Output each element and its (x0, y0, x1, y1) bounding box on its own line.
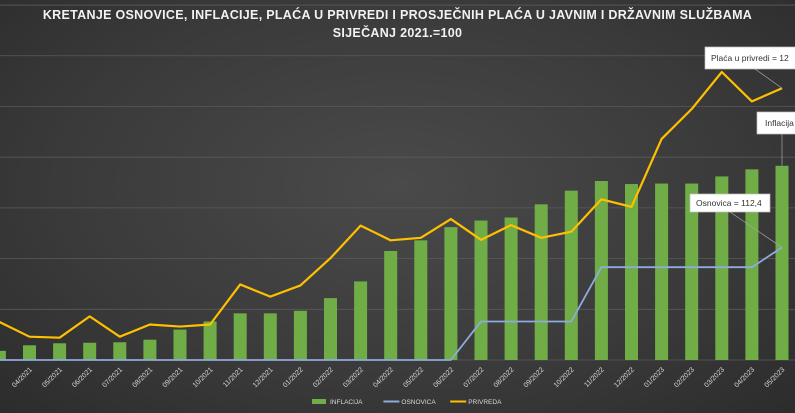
x-tick-label: 01/2022 (282, 366, 305, 389)
bar (324, 298, 337, 360)
bar (53, 343, 67, 360)
callout-label: Osnovica = 112,4 (696, 198, 762, 208)
callout-box (689, 193, 771, 213)
bar (564, 190, 578, 360)
bar (775, 165, 789, 360)
x-tick-label: 10/2021 (192, 366, 215, 389)
bar (23, 345, 36, 360)
x-tick-label: 10/2022 (553, 366, 576, 389)
bar (414, 240, 428, 360)
x-tick-label: 01/2023 (643, 366, 666, 389)
legend-label: PRIVREDA (468, 399, 502, 406)
callout-box (704, 46, 795, 70)
x-tick-label: 06/2021 (71, 366, 94, 389)
bar (83, 342, 97, 360)
bar (0, 350, 6, 360)
x-tick-label: 05/2022 (402, 366, 425, 389)
bar (594, 181, 608, 360)
bar (263, 313, 277, 360)
chart-title-line2: SIJEČANJ 2021.=100 (332, 26, 463, 40)
x-tick-label: 03/2022 (342, 366, 365, 389)
line-osnovica (0, 246, 783, 361)
legend: INFLACIJA OSNOVICA PRIVREDA (312, 399, 502, 406)
legend-swatch (312, 399, 326, 404)
x-tick-label: 05/2023 (764, 366, 787, 389)
bar (625, 184, 638, 360)
x-tick-label: 12/2021 (252, 366, 275, 389)
bar (293, 310, 307, 360)
x-tick-label: 12/2022 (613, 366, 636, 389)
legend-label: OSNOVICA (401, 399, 436, 406)
x-tick-label: 06/2022 (432, 366, 455, 389)
bar (113, 342, 127, 360)
bar (444, 227, 458, 360)
line-series (0, 70, 783, 361)
bar (504, 217, 518, 360)
x-tick-label: 04/2021 (11, 366, 34, 389)
bar (715, 176, 729, 360)
bar (534, 204, 548, 360)
bar (685, 183, 699, 360)
x-tick-label: 02/2022 (312, 366, 335, 389)
legend-label: INFLACIJA (330, 399, 363, 406)
bar (655, 183, 669, 360)
x-tick-label: 09/2021 (162, 366, 185, 389)
x-tick-label: 03/2023 (703, 366, 726, 389)
bar (233, 313, 247, 360)
callout-leader (729, 211, 783, 248)
line-privreda (0, 70, 783, 339)
bar (173, 329, 187, 360)
x-tick-label: 07/2022 (463, 366, 486, 389)
x-tick-label: 11/2021 (222, 366, 245, 389)
bar (143, 339, 157, 360)
callout-box (756, 111, 795, 135)
x-axis-ticks: 04/2021 05/2021 06/2021 07/2021 08/2021 09/20… (11, 366, 786, 389)
x-tick-label: 02/2023 (673, 366, 696, 389)
x-tick-label: 04/2023 (733, 366, 756, 389)
x-tick-label: 08/2021 (131, 366, 154, 389)
bar (474, 220, 488, 360)
bar (203, 321, 217, 360)
callouts: Plaća u privredi = 12 Inflacija Osnovica =… (689, 46, 795, 248)
x-tick-label: 11/2022 (583, 366, 606, 389)
callout-label: Inflacija (765, 118, 794, 128)
callout-label: Plaća u privredi = 12 (711, 53, 789, 63)
chart-title-line1: KRETANJE OSNOVICE, INFLACIJE, PLAĆA U PR… (42, 8, 753, 22)
x-tick-label: 09/2022 (523, 366, 546, 389)
bar (384, 250, 398, 360)
bar (745, 169, 759, 360)
bar-series-inflacija (0, 165, 789, 360)
chart-title: KRETANJE OSNOVICE, INFLACIJE, PLAĆA U PR… (0, 6, 795, 42)
x-tick-label: 04/2022 (372, 366, 395, 389)
x-tick-label: 07/2021 (101, 366, 124, 389)
callout-leader (754, 68, 783, 89)
x-tick-label: 05/2021 (41, 366, 64, 389)
gridlines (0, 4, 795, 361)
bar (354, 281, 368, 360)
x-tick-label: 08/2022 (493, 366, 516, 389)
